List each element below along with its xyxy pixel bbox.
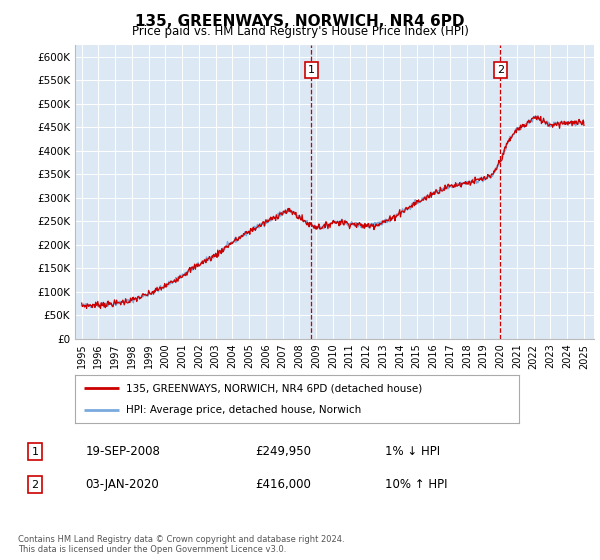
Text: £249,950: £249,950 [255,445,311,458]
Text: Price paid vs. HM Land Registry's House Price Index (HPI): Price paid vs. HM Land Registry's House … [131,25,469,38]
Text: 19-SEP-2008: 19-SEP-2008 [86,445,161,458]
Text: 135, GREENWAYS, NORWICH, NR4 6PD (detached house): 135, GREENWAYS, NORWICH, NR4 6PD (detach… [126,383,422,393]
Text: 135, GREENWAYS, NORWICH, NR4 6PD: 135, GREENWAYS, NORWICH, NR4 6PD [135,14,465,29]
Text: 1: 1 [31,446,38,456]
Text: 10% ↑ HPI: 10% ↑ HPI [385,478,447,491]
Text: 1% ↓ HPI: 1% ↓ HPI [385,445,440,458]
Text: £416,000: £416,000 [255,478,311,491]
Text: 2: 2 [31,480,38,490]
Text: 2: 2 [497,65,504,74]
Text: HPI: Average price, detached house, Norwich: HPI: Average price, detached house, Norw… [126,405,361,415]
Text: 03-JAN-2020: 03-JAN-2020 [86,478,160,491]
Text: Contains HM Land Registry data © Crown copyright and database right 2024.
This d: Contains HM Land Registry data © Crown c… [18,535,344,554]
Text: 1: 1 [308,65,315,74]
